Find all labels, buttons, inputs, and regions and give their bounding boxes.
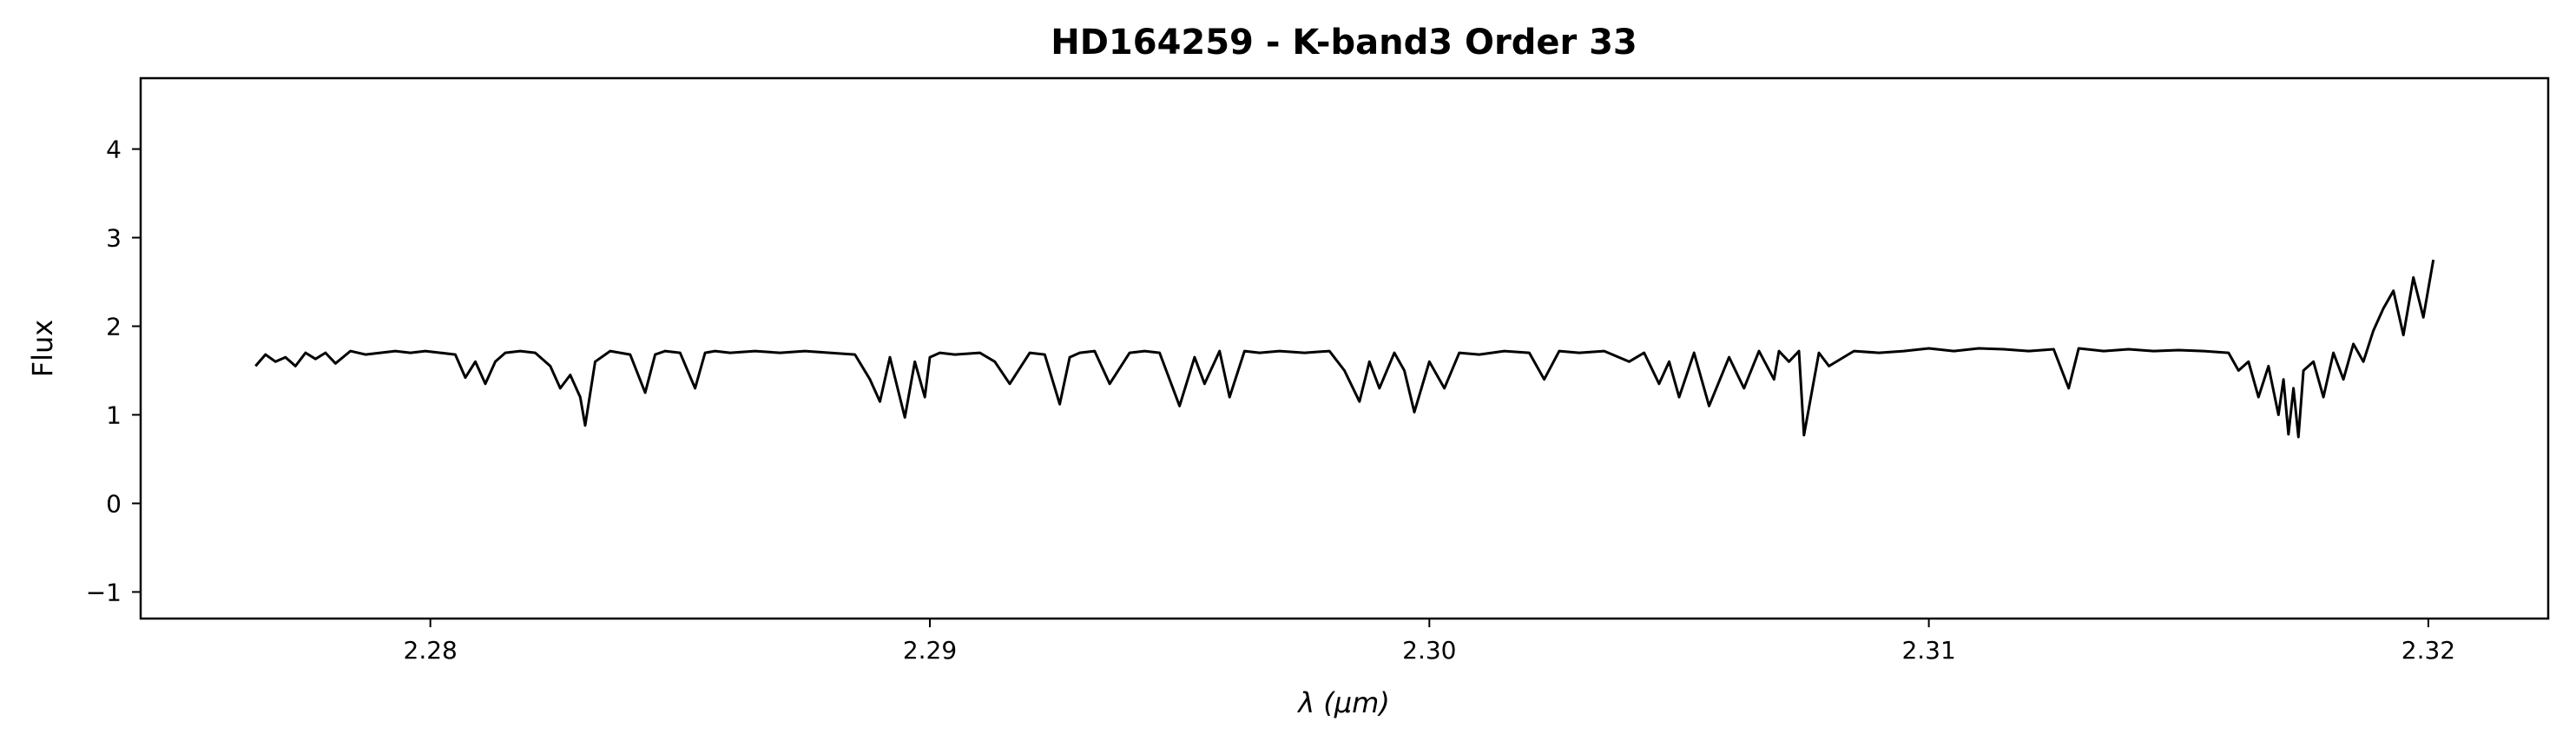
x-tick-label: 2.31 [1901, 636, 1955, 665]
spectrum-line [254, 259, 2435, 439]
y-tick-label: 1 [106, 400, 122, 429]
x-axis-ticks: 2.28 2.29 2.30 2.31 2.32 [404, 619, 2455, 665]
x-tick-label: 2.32 [2401, 636, 2455, 665]
x-tick-label: 2.30 [1402, 636, 1456, 665]
y-axis-label: Flux [26, 320, 59, 378]
y-axis-ticks: −1 0 1 2 3 4 [86, 136, 141, 606]
y-tick-label: 2 [106, 313, 122, 341]
x-tick-label: 2.28 [404, 636, 458, 665]
y-tick-label: 0 [106, 489, 122, 518]
y-tick-label: 4 [106, 136, 122, 164]
x-axis-label: λ (μm) [1296, 686, 1390, 719]
chart-title: HD164259 - K-band3 Order 33 [1051, 23, 1637, 63]
y-tick-label: −1 [86, 578, 122, 606]
plot-frame [139, 76, 2550, 620]
x-tick-label: 2.29 [903, 636, 957, 665]
y-tick-label: 3 [106, 224, 122, 253]
